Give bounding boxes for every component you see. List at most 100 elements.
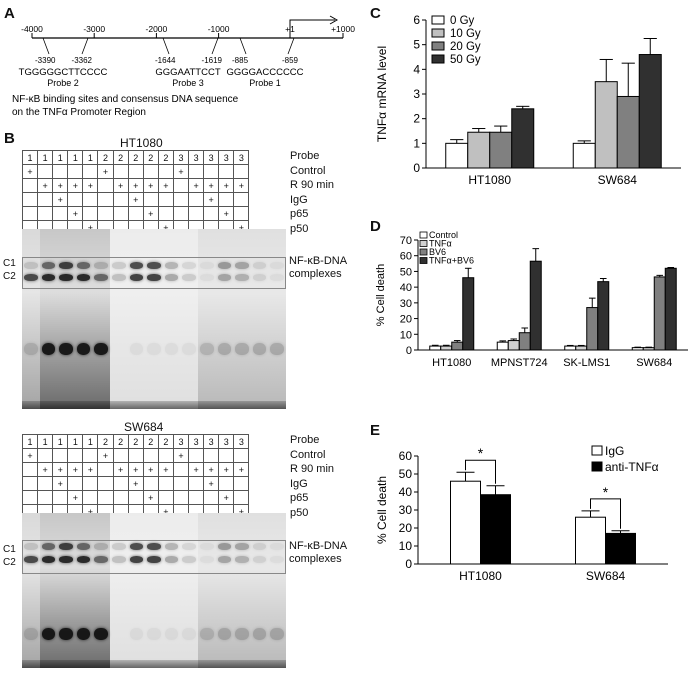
c2-label: C2 [3,557,16,568]
c1-band [182,262,196,269]
c1-band [41,262,56,269]
y-tick-label: 40 [399,485,413,499]
condition-cell: 1 [67,150,84,165]
bar [594,81,618,169]
row-label: Probe [290,150,320,162]
panel-e-label: E [370,422,381,439]
condition-cell: 1 [37,434,54,449]
y-tick-label: 20 [400,314,412,326]
condition-cell [188,206,205,221]
condition-row: + + + [21,490,250,505]
condition-cell: 3 [172,434,190,449]
c1-band [164,262,179,269]
condition-cell [82,164,99,179]
y-tick-label: 30 [399,503,413,517]
bar [445,142,469,169]
chart-d: 0 10 20 30 40 50 60 70 % Cell death HT1080 MPNST72… [375,230,688,369]
gel-lane [127,229,146,409]
gel-lane [268,513,286,668]
c1-band [76,262,91,269]
significance-bracket [590,498,621,529]
c1-band [94,262,108,269]
free-probe-band [41,628,56,640]
x-tick-label: SW684 [598,173,638,187]
condition-cell [188,490,205,505]
condition-cell [67,448,84,463]
condition-cell: + [67,206,84,221]
condition-cell: + [52,192,69,207]
y-tick-label: 40 [400,282,412,294]
condition-cell: + [142,206,159,221]
condition-cell: + [127,178,144,193]
condition-cell: 1 [52,150,69,165]
bar [564,345,577,351]
condition-cell [52,164,69,179]
condition-cell: + [67,490,84,505]
y-tick-label: 20 [399,521,413,535]
condition-cell [142,476,159,491]
probe-name: Probe 3 [172,78,204,88]
condition-cell: + [172,164,190,179]
x-tick-label: HT1080 [432,357,471,369]
row-label: IgG [290,477,308,490]
condition-cell [37,164,54,179]
legend-swatch [419,248,428,256]
probe-sequence: TGGGGGCTTCCCC [19,67,108,78]
condition-cell [172,476,190,491]
condition-cell [97,476,114,491]
lane-condition-table: 1 1 1 1 1 2 2 2 2 2 3 3 3 3 3 + + + + + + + + + + + + + + + + + + + + + + + + [21,150,250,235]
free-probe-band [129,628,144,640]
legend-swatch [431,28,445,38]
x-tick-label: SW684 [636,357,672,369]
condition-cell: 3 [233,434,250,449]
c1-band [235,262,249,269]
condition-cell: 1 [82,434,99,449]
condition-cell: 1 [52,434,69,449]
c2-band [76,556,91,563]
condition-cell [82,206,99,221]
c2-band [270,274,284,281]
condition-cell [172,490,190,505]
condition-cell: + [52,476,69,491]
c2-band [217,274,232,281]
free-probe-band [252,628,267,640]
legend-label: TNFα [429,239,452,249]
probe-leader [42,37,50,55]
condition-cell [82,192,99,207]
condition-cell: 3 [218,434,235,449]
legend-label: IgG [605,444,624,458]
condition-cell: + [218,490,235,505]
condition-cell [233,192,250,207]
condition-cell: + [172,448,190,463]
condition-cell [21,206,39,221]
condition-cell: 3 [188,434,205,449]
y-axis-label: TNFα mRNA level [375,46,389,142]
probe-start: -3390 [35,56,56,65]
condition-cell [112,192,129,207]
condition-cell: + [127,192,144,207]
legend-label: 20 Gy [450,41,481,53]
gel-lane [145,513,163,668]
bar [631,347,644,351]
condition-cell [142,448,159,463]
panel-a: A -4000 -3000 -2000 -1000 +1 +1000 -3390 -3362… [0,0,360,125]
tss-arrowhead [329,15,339,25]
condition-cell: + [203,192,220,207]
condition-cell [82,476,99,491]
c1-band [217,543,232,550]
condition-cell [172,206,190,221]
complex-box [22,540,286,574]
c2-band [129,556,144,563]
c2-band [76,274,91,281]
probe-leader [239,37,247,55]
condition-cell: + [112,178,129,193]
condition-cell [233,476,250,491]
bar [467,131,491,169]
condition-cell: + [127,462,144,477]
condition-cell [21,476,39,491]
c2-band [217,556,232,563]
chart-c: 0 1 2 3 4 5 6 TNFα mRNA level HT1080 SW684 0 Gy10 … [375,13,681,187]
probe-leader [81,37,89,55]
bar [462,277,475,351]
